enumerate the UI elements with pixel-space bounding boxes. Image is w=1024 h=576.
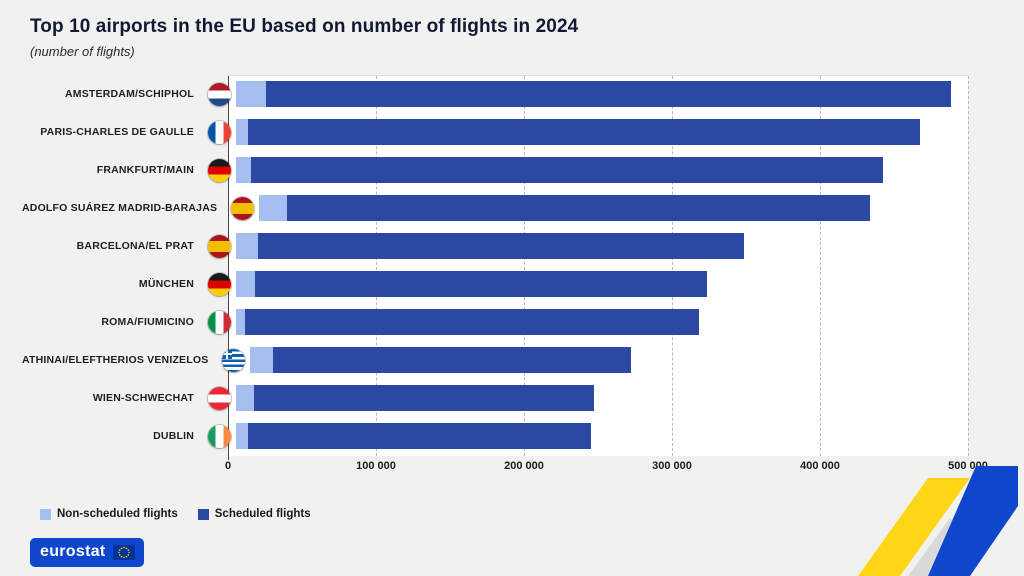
flag-cell <box>202 158 236 182</box>
flag-cell <box>202 272 236 296</box>
legend-item: Scheduled flights <box>197 508 311 520</box>
bar-segment-non-scheduled <box>250 347 273 373</box>
flag-cell <box>216 348 250 372</box>
bar-segment-scheduled <box>247 119 920 145</box>
legend-swatch <box>40 508 51 520</box>
chart-row: BARCELONA/EL PRAT <box>22 227 968 265</box>
bar-segment-non-scheduled <box>236 423 248 449</box>
bar-segment-non-scheduled <box>236 81 266 107</box>
chart-row: PARIS-CHARLES DE GAULLE <box>22 113 968 151</box>
x-tick-label: 400 000 <box>800 460 840 472</box>
bar-track <box>236 385 976 411</box>
bar-track <box>236 157 976 183</box>
flag-ireland-icon <box>207 424 231 448</box>
chart-row: DUBLIN <box>22 417 968 455</box>
bar-segment-non-scheduled <box>259 195 288 221</box>
eurostat-logo: eurostat <box>30 538 144 567</box>
category-label: MÜNCHEN <box>138 278 194 290</box>
chart-rows: AMSTERDAM/SCHIPHOL PARIS-CHARLES DE GAULL… <box>22 75 968 455</box>
bar-segment-non-scheduled <box>236 309 245 335</box>
flag-france-icon <box>207 120 231 144</box>
chart-row: ADOLFO SUÁREZ MADRID-BARAJAS <box>22 189 968 227</box>
category-label: ATHINAI/ELEFTHERIOS VENIZELOS <box>22 354 209 366</box>
category-label: BARCELONA/EL PRAT <box>76 240 194 252</box>
bar-segment-scheduled <box>265 81 951 107</box>
bar-segment-scheduled <box>258 233 744 259</box>
flag-netherlands-icon <box>207 82 231 106</box>
bar-segment-non-scheduled <box>236 271 256 297</box>
legend: Non-scheduled flights Scheduled flights <box>40 508 311 520</box>
flag-cell <box>202 310 236 334</box>
category-label: WIEN-SCHWECHAT <box>92 392 194 404</box>
flag-greece-icon <box>221 348 245 372</box>
bar-segment-scheduled <box>244 309 700 335</box>
chart-row: ROMA/FIUMICINO <box>22 303 968 341</box>
flag-cell <box>202 234 236 258</box>
flag-cell <box>202 386 236 410</box>
gridline <box>524 76 525 456</box>
x-tick-label: 300 000 <box>652 460 692 472</box>
bar-track <box>236 81 976 107</box>
flag-cell <box>202 424 236 448</box>
legend-swatch <box>197 508 209 520</box>
chart-row: ATHINAI/ELEFTHERIOS VENIZELOS <box>22 341 968 379</box>
bar-segment-scheduled <box>250 157 883 183</box>
chart-row: AMSTERDAM/SCHIPHOL <box>22 75 968 113</box>
chart-row: MÜNCHEN <box>22 265 968 303</box>
chart: AMSTERDAM/SCHIPHOL PARIS-CHARLES DE GAULL… <box>22 75 988 477</box>
bar-segment-non-scheduled <box>236 233 259 259</box>
bar-track <box>236 271 976 297</box>
eurostat-logo-text: eurostat <box>40 543 106 560</box>
category-label: DUBLIN <box>153 430 194 442</box>
flag-cell <box>225 196 259 220</box>
flag-spain-icon <box>230 196 254 220</box>
bar-track <box>236 423 976 449</box>
bar-track <box>236 119 976 145</box>
gridline <box>672 76 673 456</box>
bar-segment-scheduled <box>253 385 595 411</box>
bar-track <box>250 347 990 373</box>
flag-cell <box>202 82 236 106</box>
chart-row: WIEN-SCHWECHAT <box>22 379 968 417</box>
page-title: Top 10 airports in the EU based on numbe… <box>30 16 579 37</box>
legend-label: Non-scheduled flights <box>57 508 178 520</box>
bar-segment-scheduled <box>255 271 707 297</box>
eu-flag-icon <box>112 544 135 560</box>
gridline <box>376 76 377 456</box>
ribbon-decoration-icon <box>858 466 1018 576</box>
bar-segment-scheduled <box>247 423 592 449</box>
gridline <box>820 76 821 456</box>
chart-subtitle: (number of flights) <box>30 44 135 59</box>
bar-segment-non-scheduled <box>236 119 248 145</box>
category-label: FRANKFURT/MAIN <box>96 164 194 176</box>
x-tick-label: 0 <box>224 460 232 472</box>
bar-track <box>236 233 976 259</box>
legend-item: Non-scheduled flights <box>40 508 178 520</box>
bar-segment-non-scheduled <box>236 157 251 183</box>
category-label: PARIS-CHARLES DE GAULLE <box>40 126 194 138</box>
bar-track <box>236 309 976 335</box>
category-label: ROMA/FIUMICINO <box>101 316 194 328</box>
bar-track <box>259 195 999 221</box>
category-label: ADOLFO SUÁREZ MADRID-BARAJAS <box>22 202 218 214</box>
chart-row: FRANKFURT/MAIN <box>22 151 968 189</box>
flag-cell <box>202 120 236 144</box>
x-tick-label: 100 000 <box>356 460 396 472</box>
bar-segment-scheduled <box>272 347 631 373</box>
zero-axis-line <box>228 76 229 460</box>
x-tick-label: 200 000 <box>504 460 544 472</box>
legend-label: Scheduled flights <box>214 508 311 520</box>
flag-austria-icon <box>207 386 231 410</box>
bar-segment-scheduled <box>287 195 871 221</box>
bar-segment-non-scheduled <box>236 385 254 411</box>
flag-spain-icon <box>207 234 231 258</box>
flag-italy-icon <box>207 310 231 334</box>
gridline <box>968 76 969 456</box>
plot-area: AMSTERDAM/SCHIPHOL PARIS-CHARLES DE GAULL… <box>22 75 969 460</box>
flag-germany-icon <box>207 158 231 182</box>
flag-germany-icon <box>207 272 231 296</box>
category-label: AMSTERDAM/SCHIPHOL <box>64 88 194 100</box>
